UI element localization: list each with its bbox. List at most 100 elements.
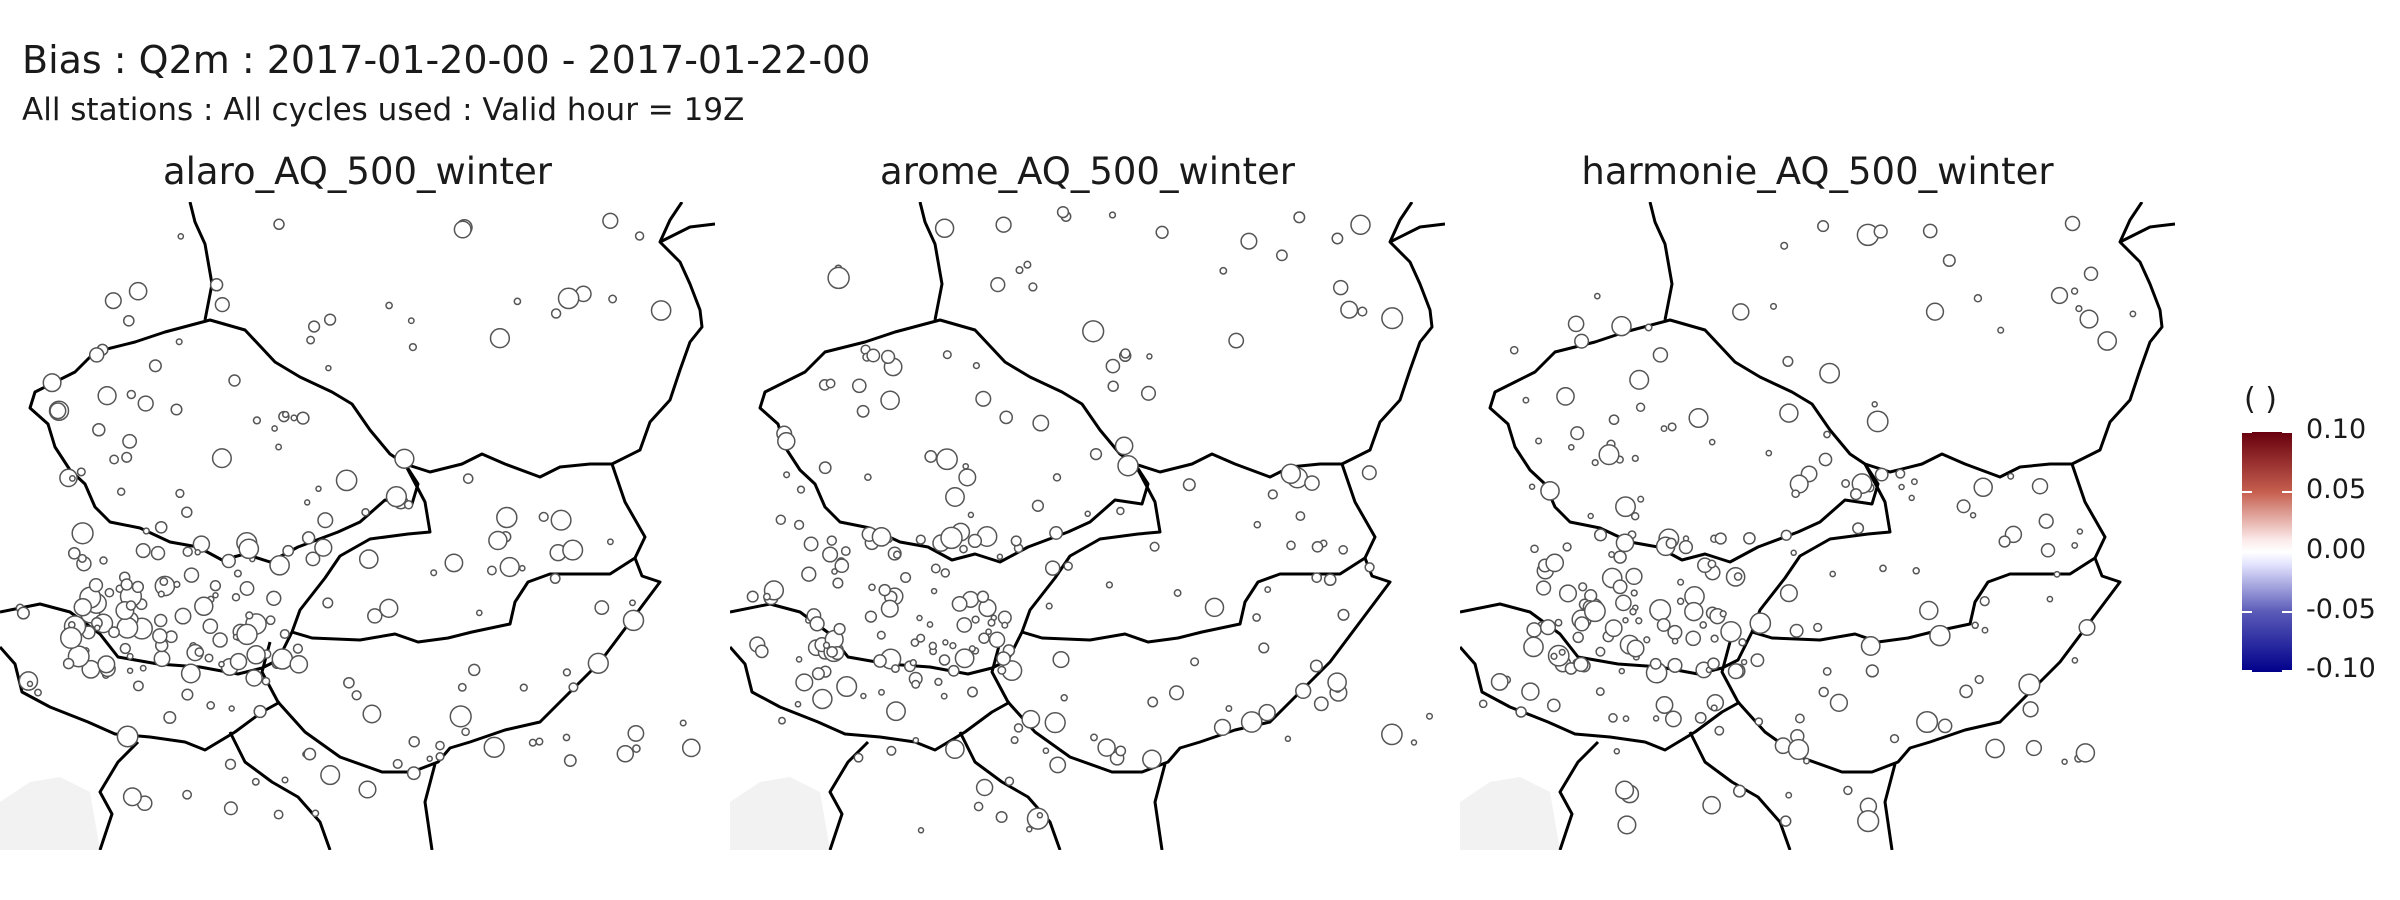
station-marker [1286,540,1296,551]
station-marker [271,648,294,670]
station-marker [1573,656,1589,673]
station-marker [1942,253,1956,268]
station-marker [840,546,851,557]
station-marker [938,654,951,666]
station-marker [238,538,260,560]
station-marker [886,701,906,722]
station-marker [1611,315,1632,337]
station-marker [975,778,994,797]
station-marker [1979,596,1990,607]
station-marker [104,587,115,598]
legend-tick-label: 0.00 [2306,534,2367,565]
station-marker [1010,535,1022,547]
station-marker [1357,306,1368,317]
station-marker [2018,673,2041,696]
station-marker [2083,266,2099,282]
station-marker [1791,489,1800,499]
station-marker [218,660,225,668]
station-marker [2050,286,2069,305]
station-marker [833,622,846,636]
station-marker [1023,260,1032,269]
station-marker [1522,396,1530,404]
station-marker [1865,664,1879,678]
station-marker [880,349,896,365]
station-marker [930,587,938,595]
station-marker [223,801,238,816]
station-marker [407,317,415,325]
station-marker [1558,584,1578,603]
map-panel-alaro: alaro_AQ_500_winter [0,150,715,850]
station-marker [26,680,34,688]
station-marker [323,313,337,326]
station-marker [282,544,295,557]
station-marker [97,655,116,674]
station-marker [834,558,850,574]
station-marker [777,432,796,451]
station-marker [959,544,968,554]
station-marker [306,335,316,345]
station-marker [1866,410,1889,433]
station-marker [1258,703,1276,722]
station-marker [880,390,900,411]
station-marker [367,608,383,624]
station-marker [1919,600,1939,621]
station-marker [153,650,171,668]
station-marker [1971,621,1979,630]
station-marker [2038,513,2054,529]
station-marker [864,610,878,623]
station-marker [1115,745,1127,757]
station-marker [289,654,309,674]
station-marker [803,536,819,552]
legend-tick-label: -0.10 [2306,653,2376,684]
station-marker [892,550,902,559]
station-marker [128,281,148,301]
station-marker [49,402,67,420]
station-marker [1630,589,1638,597]
country-border [290,463,647,644]
station-marker [997,665,1007,675]
station-marker [120,578,133,591]
station-marker [1922,223,1938,239]
station-marker [239,581,255,596]
station-marker [221,553,236,569]
station-marker [1044,711,1066,734]
station-marker [335,469,358,492]
station-marker [1732,303,1750,321]
station-marker [985,628,992,636]
map-panel-harmonie: harmonie_AQ_500_winter [1460,150,2175,850]
station-marker [1749,612,1772,635]
station-marker [261,676,271,686]
station-marker [154,520,168,534]
station-marker [942,350,952,360]
station-marker [59,626,83,650]
station-marker [519,683,528,692]
station-marker [489,328,511,349]
station-marker [958,468,977,487]
station-marker [1332,279,1349,296]
station-marker [1190,657,1200,667]
station-marker [822,641,831,649]
station-marker [88,347,105,363]
station-marker [912,736,920,744]
station-marker [587,652,609,674]
station-marker [1337,608,1350,621]
station-marker [827,266,850,290]
figure-title: Bias : Q2m : 2017-01-20-00 - 2017-01-22-… [22,38,871,82]
station-marker [173,580,181,589]
station-marker [1546,698,1561,713]
station-marker [1350,214,1371,236]
station-marker [1264,586,1272,594]
station-marker [1556,387,1575,406]
station-marker [826,646,838,658]
station-marker [182,546,193,557]
station-marker [962,462,970,470]
station-marker [1873,224,1888,239]
station-marker [1545,553,1565,573]
station-marker [557,287,580,310]
station-marker [1147,696,1159,708]
station-marker [1595,646,1606,657]
station-marker [1574,616,1590,632]
legend-tick-label: -0.05 [2306,594,2376,625]
station-marker [209,580,222,592]
station-marker [629,599,636,607]
